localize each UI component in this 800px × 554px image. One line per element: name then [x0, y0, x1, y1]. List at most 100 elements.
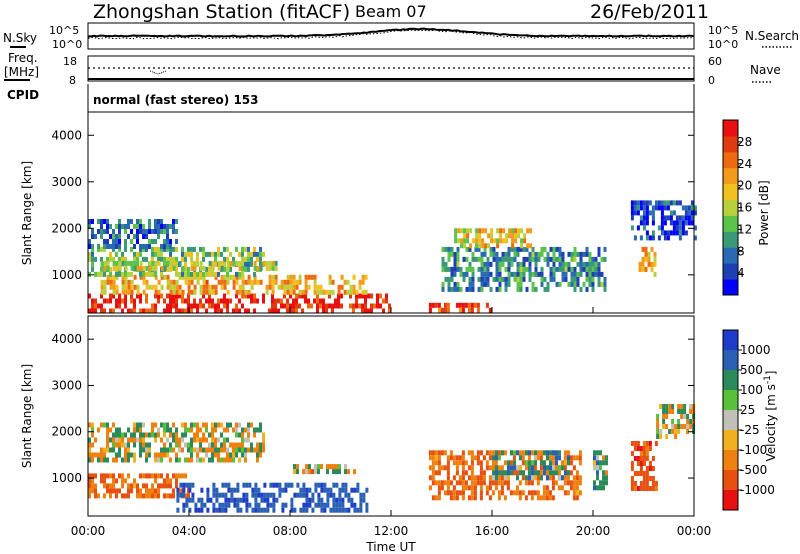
- heatmap-cell: [232, 308, 235, 314]
- heatmap-cell: [651, 476, 655, 481]
- heatmap-cell: [596, 485, 599, 491]
- heatmap-cell: [139, 271, 142, 277]
- heatmap-cell: [337, 303, 340, 309]
- heatmap-cell: [115, 303, 118, 309]
- heatmap-cell: [468, 261, 472, 267]
- heatmap-cell: [253, 447, 256, 453]
- heatmap-cell: [226, 298, 229, 304]
- heatmap-cell: [244, 289, 248, 295]
- heatmap-cell: [476, 307, 480, 313]
- heatmap-cell: [470, 470, 474, 476]
- heatmap-cell: [478, 243, 482, 249]
- heatmap-cell: [558, 465, 561, 471]
- heatmap-cell: [684, 230, 688, 236]
- heatmap-cell: [358, 303, 361, 309]
- heatmap-cell: [142, 447, 145, 453]
- heatmap-cell: [139, 260, 143, 266]
- heatmap-cell: [304, 289, 308, 295]
- heatmap-cell: [163, 308, 166, 314]
- heatmap-cell: [668, 429, 672, 434]
- heatmap-cell: [127, 447, 130, 453]
- heatmap-cell: [199, 442, 202, 448]
- heatmap-cell: [184, 308, 187, 314]
- heatmap-cell: [127, 483, 130, 489]
- heatmap-cell: [486, 271, 490, 277]
- heatmap-cell: [208, 260, 212, 266]
- heatmap-cell: [166, 279, 170, 285]
- heatmap-cell: [163, 244, 166, 249]
- heatmap-cell: [241, 432, 244, 438]
- heatmap-cell: [100, 308, 103, 314]
- heatmap-cell: [194, 507, 198, 513]
- heatmap-cell: [175, 478, 178, 484]
- heatmap-cell: [266, 497, 270, 503]
- heatmap-cell: [94, 308, 97, 314]
- heatmap-cell: [169, 303, 172, 309]
- heatmap-cell: [638, 261, 642, 267]
- colorbar-tick-label: -25: [740, 423, 760, 437]
- heatmap-cell: [483, 246, 487, 252]
- heatmap-cell: [645, 486, 649, 491]
- heatmap-cell: [109, 493, 112, 499]
- heatmap-cell: [181, 473, 184, 479]
- heatmap-cell: [316, 289, 320, 295]
- heatmap-cell: [323, 507, 327, 513]
- heatmap-cell: [690, 200, 694, 206]
- heatmap-cell: [187, 427, 190, 433]
- heatmap-cell: [563, 455, 567, 461]
- heatmap-cell: [356, 487, 360, 493]
- heatmap-cell: [513, 271, 517, 277]
- heatmap-cell: [302, 469, 305, 475]
- heatmap-cell: [112, 289, 116, 295]
- noise-tick-right-bottom: 10^0: [708, 38, 738, 51]
- heatmap-cell: [527, 480, 531, 486]
- heatmap-cell: [677, 409, 681, 414]
- heatmap-cell: [344, 487, 348, 493]
- heatmap-cell: [575, 455, 579, 461]
- heatmap-cell: [220, 432, 223, 438]
- heatmap-cell: [100, 224, 103, 229]
- heatmap-cell: [352, 284, 356, 290]
- heatmap-cell: [502, 228, 506, 234]
- heatmap-cell: [642, 220, 646, 226]
- heatmap-cell: [280, 279, 284, 285]
- heatmap-cell: [292, 279, 296, 285]
- heatmap-cell: [516, 276, 520, 282]
- heatmap-cell: [160, 265, 164, 271]
- heatmap-cell: [530, 450, 534, 456]
- heatmap-cell: [238, 271, 241, 277]
- heatmap-cell: [182, 487, 186, 493]
- heatmap-cell: [338, 469, 341, 475]
- heatmap-cell: [504, 256, 508, 262]
- heatmap-cell: [499, 228, 503, 234]
- heatmap-cell: [516, 251, 520, 257]
- heatmap-cell: [678, 220, 682, 226]
- heatmap-cell: [193, 284, 197, 290]
- heatmap-cell: [100, 303, 103, 309]
- heatmap-cell: [434, 460, 438, 466]
- heatmap-cell: [551, 480, 555, 486]
- heatmap-cell: [473, 455, 477, 461]
- heatmap-cell: [492, 256, 496, 262]
- heatmap-cell: [130, 437, 133, 443]
- heatmap-cell: [630, 486, 634, 491]
- heatmap-cell: [522, 271, 526, 277]
- heatmap-cell: [175, 437, 178, 443]
- heatmap-cell: [680, 409, 684, 414]
- heatmap-cell: [305, 487, 309, 493]
- heatmap-cell: [437, 455, 441, 461]
- heatmap-cell: [513, 465, 516, 471]
- heatmap-cell: [444, 261, 448, 267]
- heatmap-cell: [280, 284, 284, 290]
- heatmap-cell: [479, 460, 483, 466]
- heatmap-cell: [503, 450, 507, 456]
- heatmap-cell: [437, 307, 441, 313]
- heatmap-cell: [235, 260, 239, 266]
- heatmap-cell: [205, 452, 208, 458]
- freq-label: Freq.: [8, 51, 38, 65]
- heatmap-cell: [148, 265, 152, 271]
- heatmap-cell: [690, 220, 694, 226]
- heatmap-cell: [459, 286, 463, 292]
- heatmap-cell: [645, 446, 649, 451]
- heatmap-cell: [212, 492, 216, 498]
